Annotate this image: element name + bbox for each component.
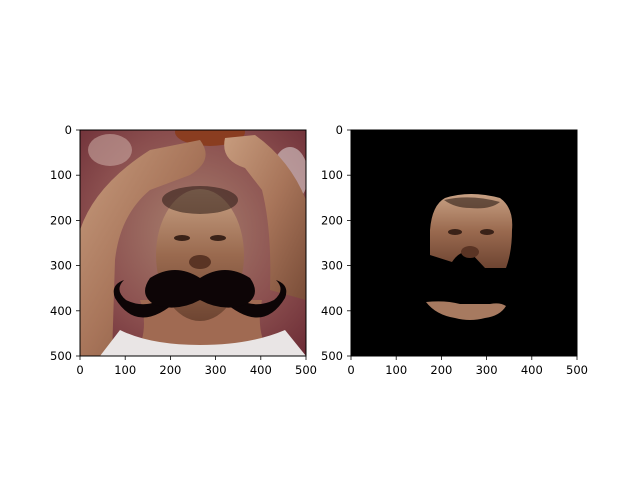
- left-x-tick-label: 100: [114, 363, 136, 377]
- right-x-tick-label: 200: [430, 363, 452, 377]
- left-x-tick-label: 200: [159, 363, 181, 377]
- left-y-tick-label: 500: [50, 349, 72, 363]
- left-y-tick-label: 300: [50, 259, 72, 273]
- right-y-tick-label: 0: [336, 123, 343, 137]
- left-axes: [79, 129, 307, 357]
- right-x-tick-label: 300: [476, 363, 498, 377]
- right-x-tick-label: 500: [566, 363, 588, 377]
- masked-face-image: [351, 130, 577, 356]
- right-x-tick-label: 0: [347, 363, 354, 377]
- left-y-tick-label: 200: [50, 213, 72, 227]
- left-x-tick-label: 300: [205, 363, 227, 377]
- right-y-tick-label: 200: [321, 213, 343, 227]
- right-y-tick-label: 500: [321, 349, 343, 363]
- right-x-tick-label: 400: [521, 363, 543, 377]
- left-y-tick-label: 0: [65, 123, 72, 137]
- right-x-tick-label: 100: [385, 363, 407, 377]
- left-y-tick-label: 100: [50, 168, 72, 182]
- tick-layer: 0 100 200 300 400 500 0 100 200 300 400 500 0 100 200 3…: [50, 123, 588, 377]
- right-y-tick-label: 300: [321, 259, 343, 273]
- right-y-tick-label: 100: [321, 168, 343, 182]
- mustache-photo: [80, 130, 306, 356]
- left-x-tick-label: 500: [295, 363, 317, 377]
- right-axes: [350, 129, 578, 357]
- left-x-tick-label: 400: [250, 363, 272, 377]
- left-y-tick-label: 400: [50, 304, 72, 318]
- right-y-tick-label: 400: [321, 304, 343, 318]
- left-x-tick-label: 0: [76, 363, 83, 377]
